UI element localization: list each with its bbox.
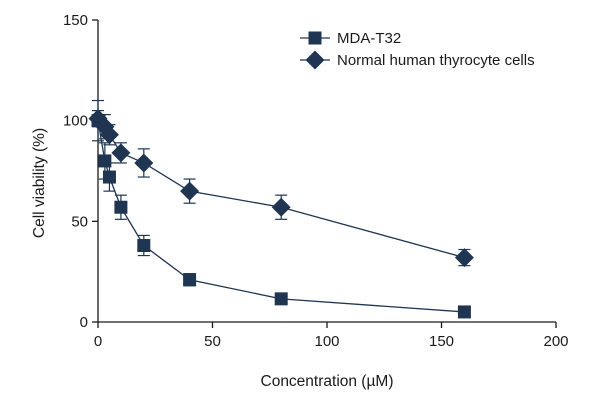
data-point-square <box>98 154 112 168</box>
x-ticks: 0 50 100 150 200 <box>94 322 569 350</box>
data-point-square <box>137 238 151 252</box>
y-tick-label: 150 <box>63 12 88 29</box>
legend-label-normal-thyrocyte: Normal human thyrocyte cells <box>337 52 535 69</box>
data-point-diamond <box>111 143 131 163</box>
y-ticks: 0 50 100 150 <box>63 12 98 331</box>
legend-square-marker-icon <box>308 31 322 45</box>
data-point-diamond <box>180 181 200 201</box>
data-point-square <box>274 292 288 306</box>
data-point-diamond <box>454 248 474 268</box>
x-tick-label: 100 <box>314 333 339 350</box>
data-point-square <box>114 200 128 214</box>
legend-label-mda-t32: MDA-T32 <box>337 30 401 47</box>
series-mda-t32 <box>91 99 471 319</box>
x-tick-label: 150 <box>429 333 454 350</box>
data-point-diamond <box>99 125 119 145</box>
series-line <box>97 118 465 259</box>
y-tick-label: 50 <box>71 213 88 230</box>
data-point-diamond <box>134 153 154 173</box>
data-point-square <box>457 305 471 319</box>
data-point-diamond <box>271 197 291 217</box>
legend-diamond-marker-icon <box>305 50 325 70</box>
x-tick-label: 50 <box>204 333 221 350</box>
x-axis-title: Concentration (µM) <box>261 373 394 390</box>
y-tick-label: 0 <box>80 314 88 331</box>
legend: MDA-T32 Normal human thyrocyte cells <box>300 30 535 70</box>
series-layer <box>88 99 474 319</box>
x-tick-label: 0 <box>94 333 102 350</box>
legend-item-normal-thyrocyte: Normal human thyrocyte cells <box>300 50 535 70</box>
axes: 0 50 100 150 200 0 50 100 150 Concentration (µM… <box>31 12 569 390</box>
x-tick-label: 200 <box>543 333 568 350</box>
y-axis-title: Cell viability (%) <box>31 128 48 238</box>
y-tick-label: 100 <box>63 113 88 130</box>
data-point-square <box>183 273 197 287</box>
legend-item-mda-t32: MDA-T32 <box>300 30 401 47</box>
series-normal-thyrocyte <box>88 109 474 268</box>
data-point-square <box>102 170 116 184</box>
